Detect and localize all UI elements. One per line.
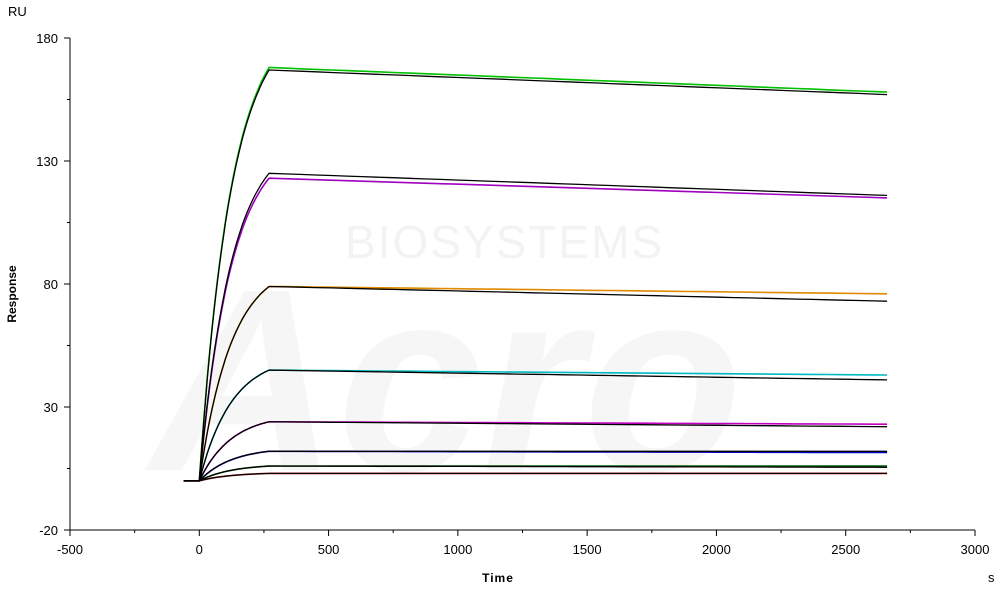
x-tick-label: 2500 xyxy=(831,542,860,557)
x-tick-label: 1500 xyxy=(573,542,602,557)
fit-curve-7 xyxy=(183,465,888,482)
x-tick-label: -500 xyxy=(57,542,83,557)
fit-curve-6 xyxy=(183,450,888,482)
y-tick-label: 80 xyxy=(44,277,58,292)
ticks: -500 0 500 1000 1500 2000 2500 3000 -20 30 80 130 18… xyxy=(36,31,989,557)
watermark: BIOSYSTEMS Acro xyxy=(142,216,743,526)
x-tick-label: 2000 xyxy=(702,542,731,557)
watermark-logo-letters: Acro xyxy=(142,236,743,526)
fit-curve-8 xyxy=(183,472,888,482)
fit-curve-1 xyxy=(183,69,888,482)
x-unit-label: s xyxy=(988,570,995,585)
fit-curve-4 xyxy=(183,369,888,482)
fit-layer xyxy=(183,69,888,482)
watermark-text: BIOSYSTEMS xyxy=(345,216,664,268)
x-tick-label: 0 xyxy=(196,542,203,557)
fit-curve-2 xyxy=(183,172,888,482)
x-tick-label: 1000 xyxy=(443,542,472,557)
y-unit-label: RU xyxy=(8,4,27,19)
y-tick-label: 30 xyxy=(44,400,58,415)
fit-curve-5 xyxy=(183,421,888,482)
y-tick-label: 180 xyxy=(36,31,58,46)
x-tick-label: 500 xyxy=(318,542,340,557)
y-tick-label: 130 xyxy=(36,154,58,169)
x-axis-title: Time xyxy=(482,571,514,585)
fit-curve-3 xyxy=(183,285,888,482)
y-tick-label: -20 xyxy=(39,523,58,538)
y-axis-title: Response xyxy=(5,265,19,323)
x-tick-label: 3000 xyxy=(961,542,990,557)
